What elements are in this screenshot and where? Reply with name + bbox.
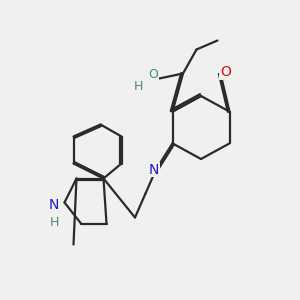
Text: H: H (134, 80, 143, 94)
Text: H: H (49, 216, 59, 229)
Text: O: O (148, 68, 158, 82)
Text: O: O (220, 65, 231, 79)
Text: N: N (49, 198, 59, 212)
Text: N: N (148, 163, 159, 176)
